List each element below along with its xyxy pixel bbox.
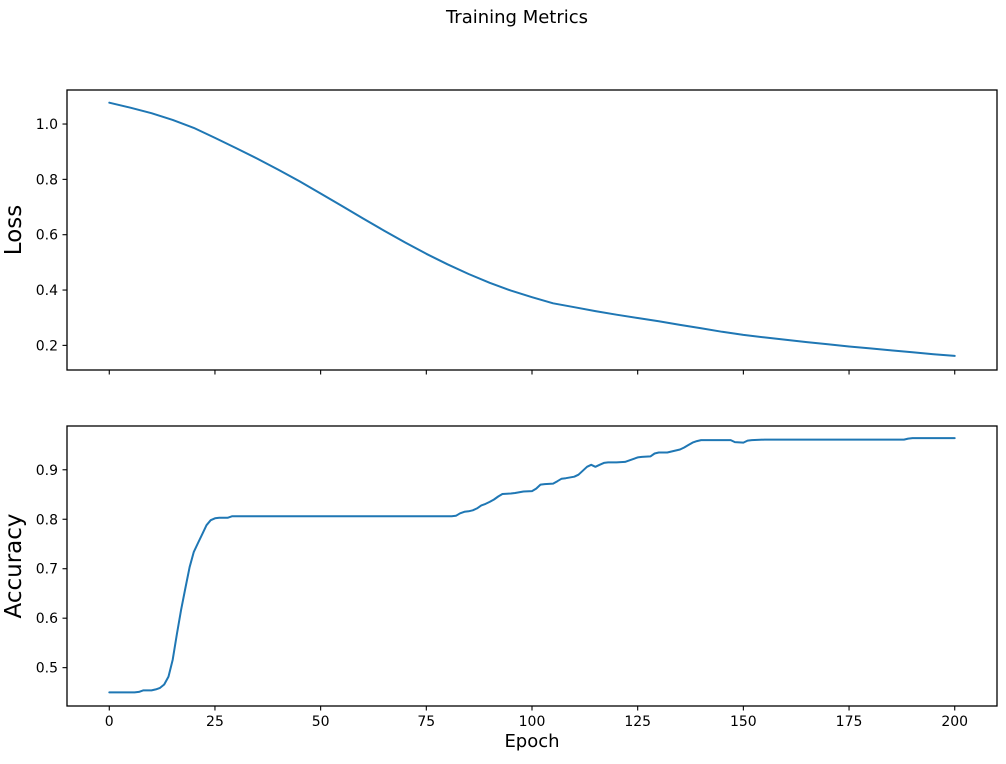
x-tick-label: 125 — [624, 714, 651, 730]
y-tick-label: 0.5 — [36, 661, 58, 677]
x-tick-label: 175 — [836, 714, 863, 730]
loss-axes-frame — [66, 89, 998, 371]
x-tick-label: 25 — [206, 714, 224, 730]
x-tick-label: 150 — [730, 714, 757, 730]
x-tick-label: 50 — [312, 714, 330, 730]
accuracy-subplot: 0 25 50 75 100 125 150 175 200 0.5 0.6 0.7 0.8 0.9 Acc… — [1, 425, 998, 752]
y-tick-label: 0.2 — [36, 338, 58, 354]
accuracy-curve — [108, 437, 956, 694]
y-tick-label: 0.8 — [36, 172, 58, 188]
y-tick-label: 0.9 — [36, 463, 58, 479]
x-tick-label: 100 — [519, 714, 546, 730]
accuracy-axes-frame — [66, 425, 998, 707]
figure-title: Training Metrics — [445, 7, 589, 28]
y-tick-label: 0.4 — [36, 283, 58, 299]
y-tick-label: 0.7 — [36, 562, 58, 578]
x-tick-label: 75 — [417, 714, 435, 730]
y-tick-label: 0.8 — [36, 512, 58, 528]
y-tick-label: 0.6 — [36, 228, 58, 244]
x-tick-label: 0 — [105, 714, 114, 730]
x-axis-label: Epoch — [504, 731, 559, 752]
x-tick-label: 200 — [941, 714, 968, 730]
loss-curve — [108, 101, 956, 357]
loss-subplot: 0.2 0.4 0.6 0.8 1.0 Loss — [1, 89, 998, 375]
loss-y-axis-label: Loss — [1, 205, 27, 255]
y-tick-label: 1.0 — [36, 117, 58, 133]
accuracy-y-axis-label: Accuracy — [1, 513, 27, 618]
y-tick-label: 0.6 — [36, 611, 58, 627]
